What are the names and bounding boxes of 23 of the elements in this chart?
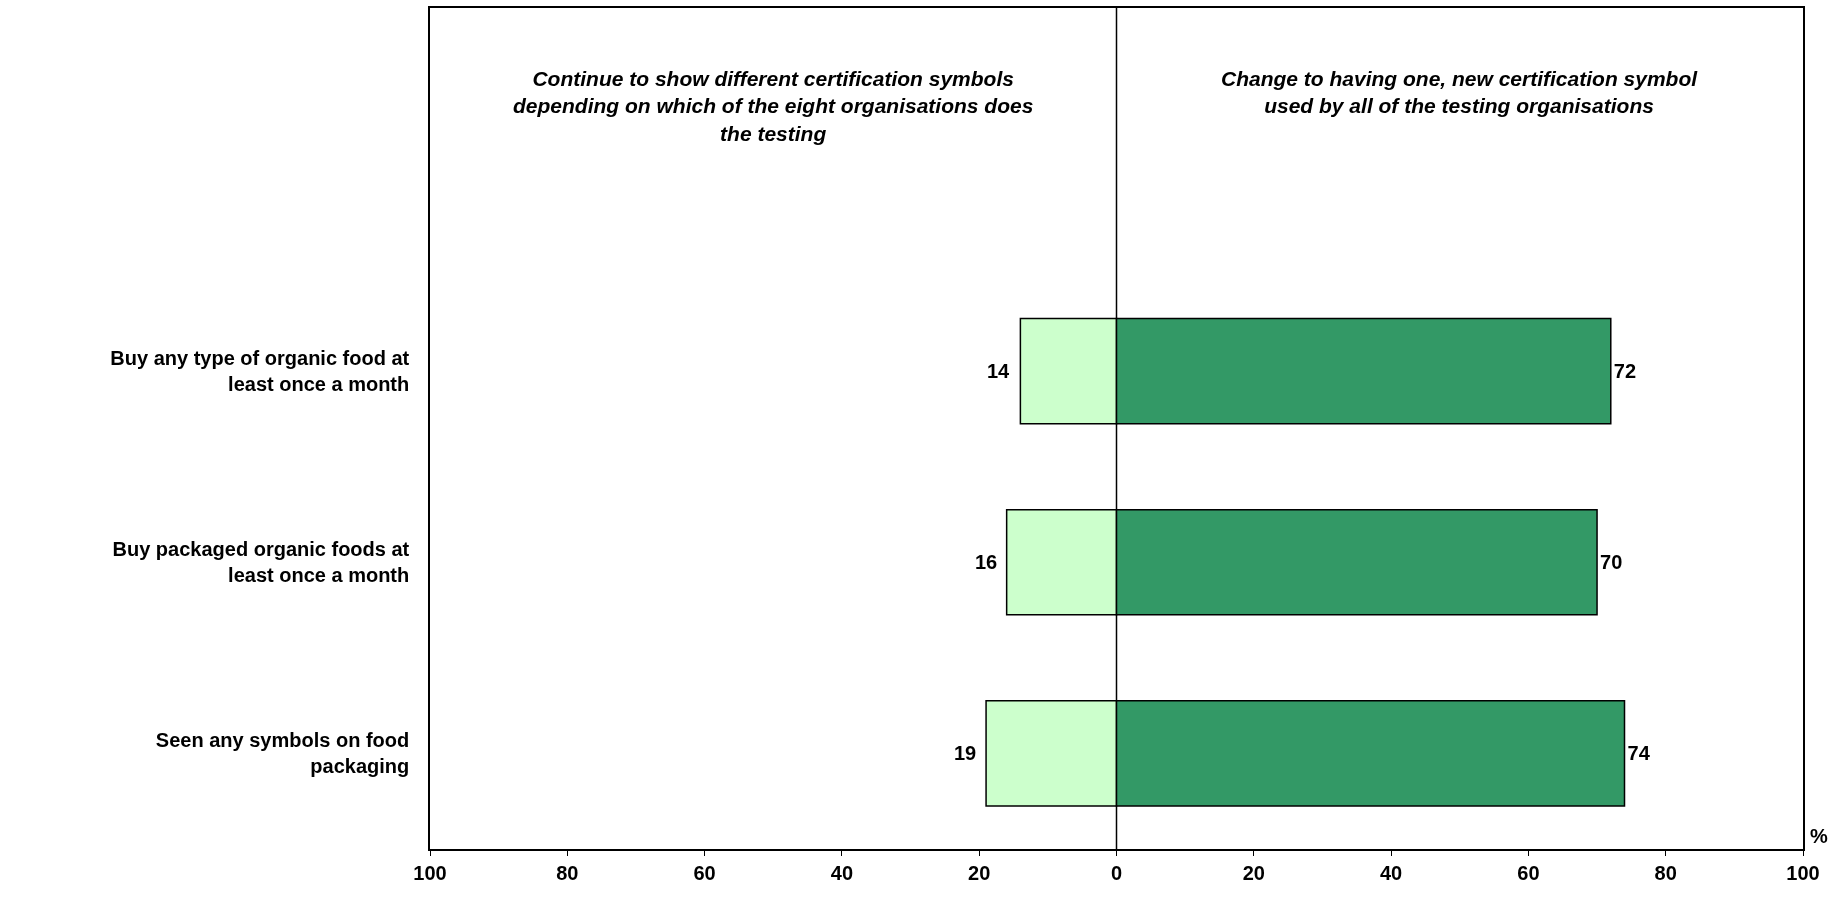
text: Change to having one, new certification symbol used by all of the testing organisations — [1221, 67, 1699, 118]
x-axis-title: % — [1810, 825, 1828, 847]
y-tick-label: Buy any type of organic food at least once a month — [110, 347, 410, 396]
x-tick-label: 100 — [1786, 861, 1820, 884]
x-tick-label: 100 — [413, 861, 447, 884]
data-label: 14 — [987, 360, 1011, 382]
x-tick-label: 80 — [556, 861, 579, 884]
x-tick-label: 40 — [830, 861, 854, 884]
data-label: 16 — [975, 551, 998, 573]
x-tick-label: 20 — [1242, 861, 1265, 884]
x-tick-label: 60 — [1517, 861, 1540, 884]
x-tick-label: 60 — [693, 861, 716, 884]
x-tick-label: 40 — [1379, 861, 1403, 884]
x-tick-label: 80 — [1654, 861, 1677, 884]
data-label: 19 — [954, 742, 977, 764]
data-label: 70 — [1600, 551, 1623, 574]
data-label: 74 — [1627, 742, 1651, 765]
x-tick-label: 20 — [968, 861, 991, 884]
x-tick-label: 0 — [1110, 861, 1123, 884]
y-tick-label: Buy packaged organic foods at least once a month — [112, 538, 410, 587]
data-label: 72 — [1613, 360, 1637, 383]
y-tick-label: Seen any symbols on food packaging — [155, 729, 410, 778]
text: Continue to show different certification symbols depending on which of the eight organisations does the testing — [513, 67, 1034, 145]
